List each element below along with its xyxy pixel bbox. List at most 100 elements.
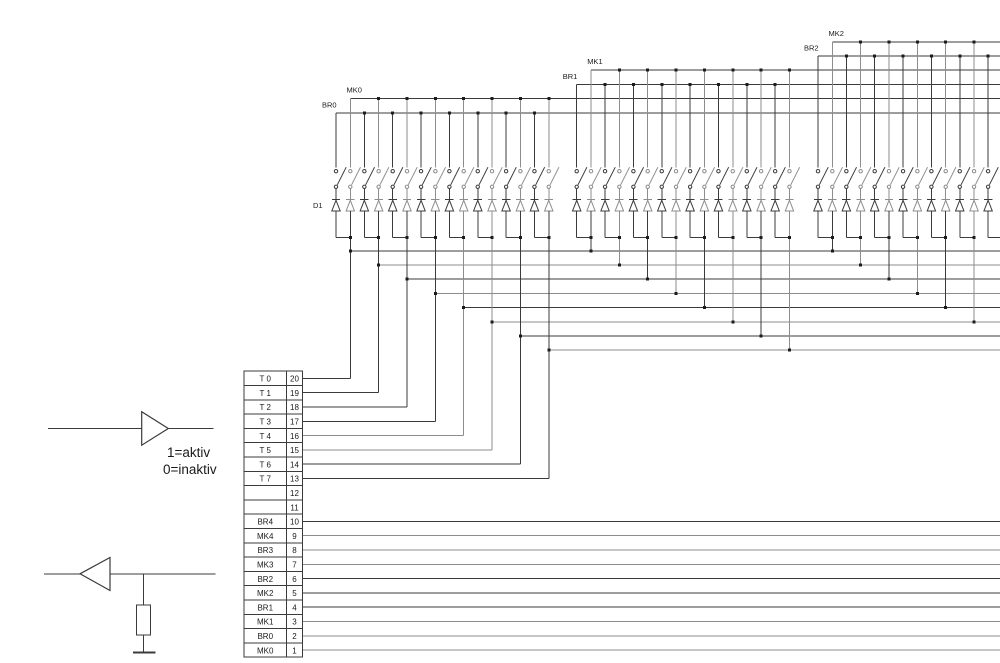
switch-lever-icon [818,166,829,186]
junction-dot [547,348,551,352]
switch-contact-icon [673,169,679,174]
legend-text-line2: 0=inaktiv [163,462,217,477]
diode-symbol [813,198,823,212]
junction-dot [617,68,621,72]
switch-symbol [687,166,701,190]
diode-symbol [571,198,582,212]
switch-symbol [716,166,730,190]
connector-signal-label: MK4 [257,532,274,541]
switch-contact-icon [489,169,495,174]
diode-triangle-icon [813,198,823,212]
key-column [302,98,560,479]
connector-pin-number: 8 [292,546,297,555]
diode-symbol [529,198,540,212]
junction-dot [603,82,607,86]
switch-lever-icon [974,166,985,186]
junction-dot [617,235,621,239]
switch-lever-icon [676,166,687,186]
switch-lever-icon [506,166,517,186]
connector-row: MK2 5 [257,589,297,598]
key-column [302,98,390,394]
switch-contact-icon [546,169,551,174]
diode-triangle-icon [600,198,610,212]
switch-symbol [447,166,461,190]
connector-pin-number: 14 [290,460,299,469]
switch-lever-icon [761,166,772,186]
junction-dot [915,235,919,239]
switch-contact-icon [447,184,452,190]
key-column [954,41,985,322]
switch-contact-icon [815,169,821,174]
diode-triangle-icon [472,198,483,212]
junction-dot [787,235,791,239]
switch-lever-icon [365,166,375,186]
junction-dot [377,235,381,239]
switch-contact-icon [900,184,906,190]
switch-symbol [404,166,418,190]
switch-lever-icon [705,166,716,186]
junction-dot [745,82,749,86]
switch-contact-icon [702,184,707,190]
switch-contact-icon [447,169,452,174]
switch-contact-icon [475,184,480,190]
junction-dot [462,306,466,310]
switch-symbol [872,166,886,190]
switch-contact-icon [943,169,948,174]
key-column [983,56,1000,238]
connector-row: MK3 7 [257,561,297,570]
switch-contact-icon [404,184,410,190]
connector-row: BR1 4 [257,603,297,612]
switch-contact-icon [886,169,892,174]
junction-dot [929,54,933,58]
diode-triangle-icon [402,198,412,212]
connector-pin-number: 2 [292,632,297,641]
junction-dot [688,82,692,86]
switch-lever-icon [889,166,900,186]
connector-signal-label: T 5 [260,446,272,455]
junction-dot [419,111,423,115]
switch-contact-icon [376,169,381,174]
junction-dot [986,54,990,58]
switch-symbol [900,166,914,190]
switch-contact-icon [390,169,395,174]
switch-contact-icon [687,184,693,190]
buffer-triangle-icon [141,410,170,447]
diode-symbol [487,198,497,212]
junction-dot [873,54,877,58]
switch-symbol [602,166,616,190]
diode-symbol [501,198,512,212]
key-column [926,41,957,308]
junction-dot [972,40,976,44]
junction-dot [702,68,706,72]
junction-dot [589,249,593,253]
switch-lever-icon [932,166,943,186]
switch-symbol [418,166,432,190]
junction-dot [787,348,791,352]
diode-symbol [713,198,724,212]
switch-contact-icon [348,184,353,190]
switch-lever-icon [407,166,418,186]
switch-contact-icon [631,169,636,174]
br-bus-label: BR1 [563,72,578,81]
switch-contact-icon [943,184,948,190]
switch-contact-icon [404,169,410,174]
diode-triangle-icon [756,198,767,212]
switch-symbol [376,166,390,190]
switch-contact-icon [461,184,466,190]
switch-symbol [333,166,347,190]
switch-contact-icon [985,184,991,190]
diode-triangle-icon [954,198,965,212]
diode-symbol [699,198,710,212]
switch-symbol [546,166,560,190]
switch-contact-icon [985,169,991,174]
connector-row: T 4 16 [260,432,300,441]
diode-triangle-icon [614,198,625,212]
switch-lever-icon [648,166,659,186]
switch-lever-icon [492,166,503,186]
switch-contact-icon [872,184,877,190]
switch-symbol [659,166,673,190]
switch-contact-icon [915,184,920,190]
switch-lever-icon [464,166,475,186]
connector-pin-number: 5 [292,589,297,598]
